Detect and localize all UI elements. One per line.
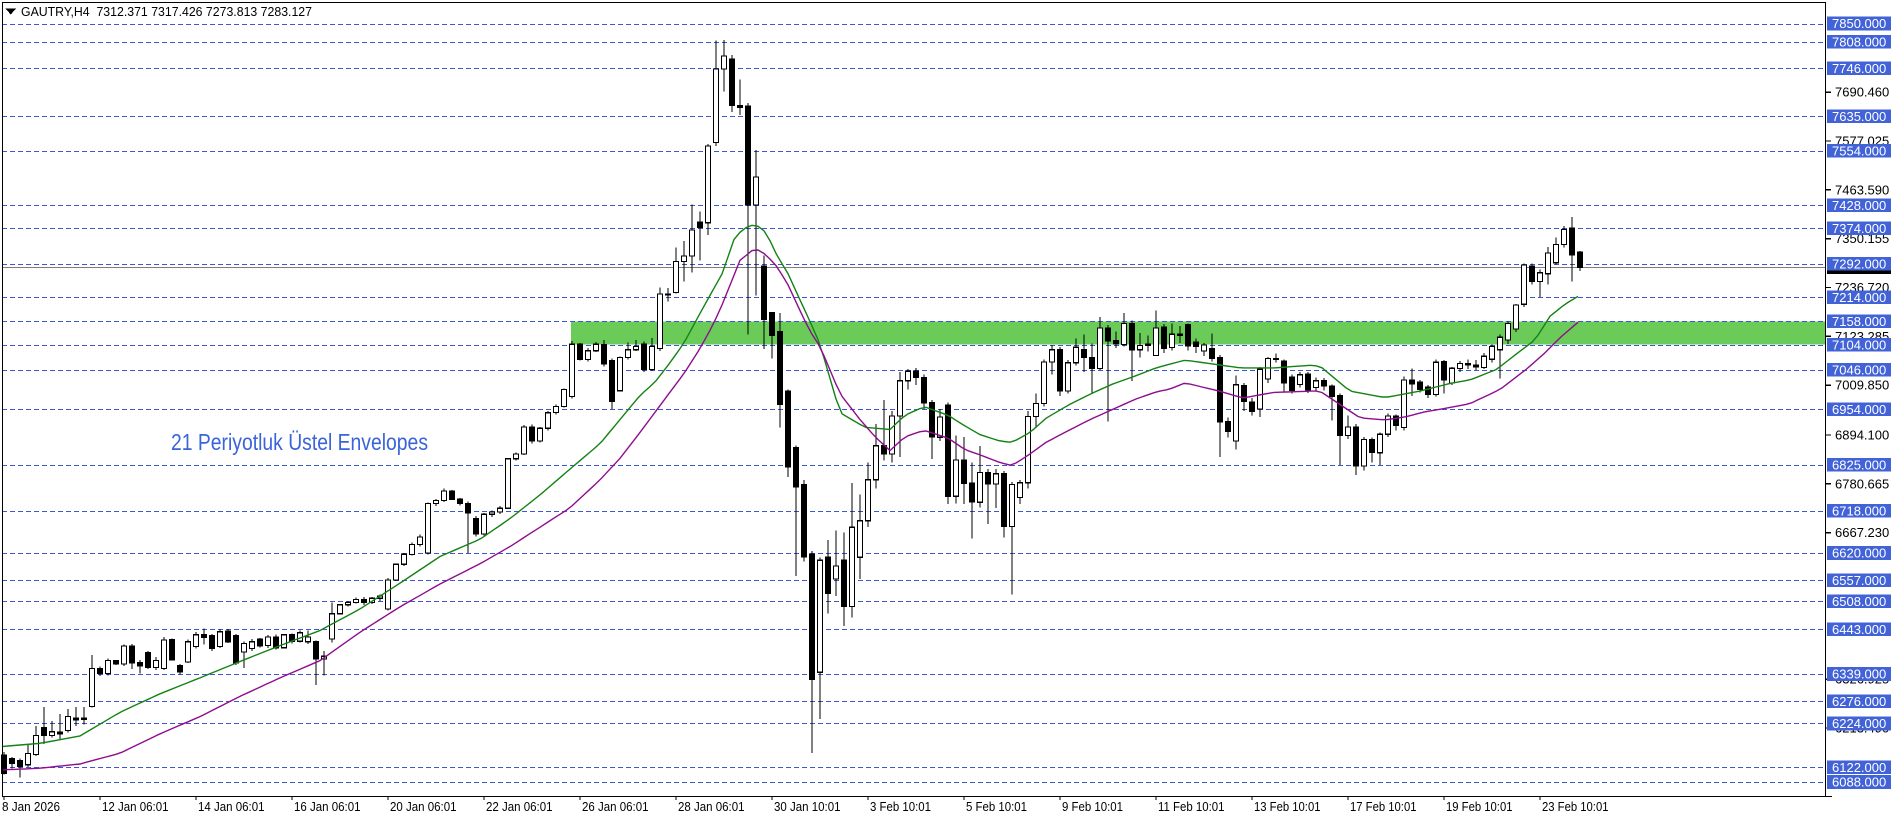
- svg-text:14 Jan 06:01: 14 Jan 06:01: [198, 799, 265, 814]
- svg-text:7374.000: 7374.000: [1832, 221, 1886, 236]
- svg-text:6276.000: 6276.000: [1832, 694, 1886, 709]
- svg-text:7690.460: 7690.460: [1835, 85, 1889, 100]
- svg-text:6667.230: 6667.230: [1835, 525, 1889, 540]
- svg-text:6508.000: 6508.000: [1832, 594, 1886, 609]
- svg-text:5 Feb 10:01: 5 Feb 10:01: [966, 799, 1027, 814]
- svg-text:7046.000: 7046.000: [1832, 362, 1886, 377]
- svg-text:17 Feb 10:01: 17 Feb 10:01: [1350, 799, 1417, 814]
- svg-text:7428.000: 7428.000: [1832, 198, 1886, 213]
- svg-text:7158.000: 7158.000: [1832, 314, 1886, 329]
- svg-text:3 Feb 10:01: 3 Feb 10:01: [870, 799, 931, 814]
- svg-text:6954.000: 6954.000: [1832, 402, 1886, 417]
- svg-text:6557.000: 6557.000: [1832, 573, 1886, 588]
- svg-text:6620.000: 6620.000: [1832, 546, 1886, 561]
- svg-text:22 Jan 06:01: 22 Jan 06:01: [486, 799, 553, 814]
- svg-text:23 Feb 10:01: 23 Feb 10:01: [1542, 799, 1609, 814]
- svg-text:7009.850: 7009.850: [1835, 378, 1889, 393]
- svg-text:6339.000: 6339.000: [1832, 667, 1886, 682]
- svg-text:6780.665: 6780.665: [1835, 476, 1889, 491]
- svg-text:6825.000: 6825.000: [1832, 458, 1886, 473]
- svg-text:7463.590: 7463.590: [1835, 182, 1889, 197]
- svg-text:6224.000: 6224.000: [1832, 716, 1886, 731]
- svg-text:13 Feb 10:01: 13 Feb 10:01: [1254, 799, 1321, 814]
- svg-text:6718.000: 6718.000: [1832, 504, 1886, 519]
- svg-text:28 Jan 06:01: 28 Jan 06:01: [678, 799, 745, 814]
- svg-text:7808.000: 7808.000: [1832, 34, 1886, 49]
- svg-text:11 Feb 10:01: 11 Feb 10:01: [1158, 799, 1225, 814]
- svg-text:16 Jan 06:01: 16 Jan 06:01: [294, 799, 361, 814]
- svg-text:12 Jan 06:01: 12 Jan 06:01: [102, 799, 169, 814]
- svg-text:21 Periyotluk Üstel Envelopes: 21 Periyotluk Üstel Envelopes: [171, 429, 428, 455]
- svg-text:7850.000: 7850.000: [1832, 16, 1886, 31]
- svg-text:7554.000: 7554.000: [1832, 144, 1886, 159]
- svg-text:9 Feb 10:01: 9 Feb 10:01: [1062, 799, 1123, 814]
- svg-text:26 Jan 06:01: 26 Jan 06:01: [582, 799, 649, 814]
- svg-text:7292.000: 7292.000: [1832, 256, 1886, 271]
- svg-text:6443.000: 6443.000: [1832, 622, 1886, 637]
- svg-text:7214.000: 7214.000: [1832, 290, 1886, 305]
- svg-text:7635.000: 7635.000: [1832, 109, 1886, 124]
- svg-text:6894.100: 6894.100: [1835, 428, 1889, 443]
- svg-text:8 Jan 2026: 8 Jan 2026: [2, 799, 60, 814]
- svg-text:7104.000: 7104.000: [1832, 337, 1886, 352]
- svg-text:7746.000: 7746.000: [1832, 61, 1886, 76]
- svg-text:19 Feb 10:01: 19 Feb 10:01: [1446, 799, 1513, 814]
- svg-text:6122.000: 6122.000: [1832, 760, 1886, 775]
- svg-text:30 Jan 10:01: 30 Jan 10:01: [774, 799, 841, 814]
- svg-text:6088.000: 6088.000: [1832, 775, 1886, 790]
- svg-text:GAUTRY,H4 7312.371 7317.426 7: GAUTRY,H4 7312.371 7317.426 7273.813 728…: [21, 4, 312, 19]
- svg-text:20 Jan 06:01: 20 Jan 06:01: [390, 799, 457, 814]
